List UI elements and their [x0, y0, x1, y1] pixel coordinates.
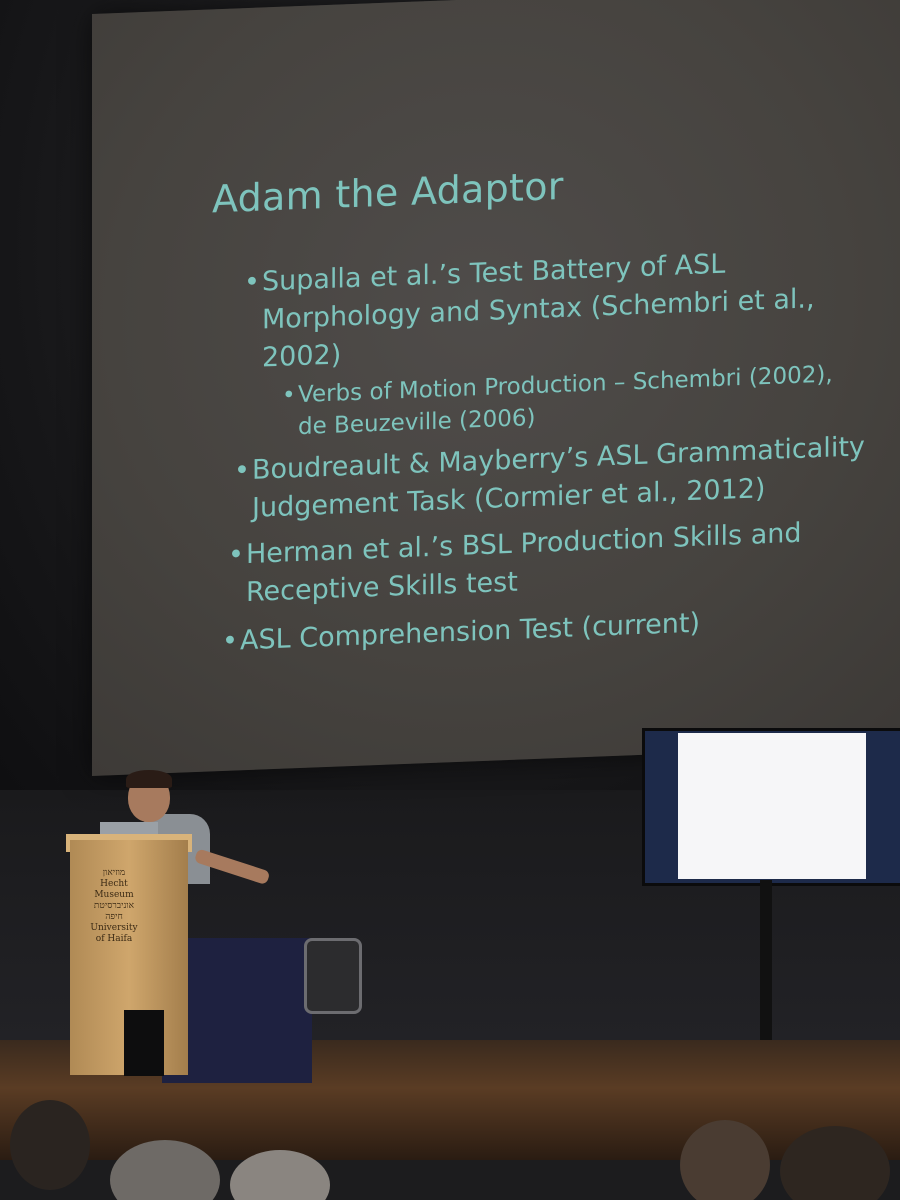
bullet-3-line-1: Herman et al.’s BSL Production Skills an…	[246, 517, 802, 571]
bullet-1-cont-2: 2002)	[262, 336, 341, 377]
sub-bullet-1-line-2: de Beuzeville (2006)	[298, 404, 536, 441]
lectern-logo: מוזיאון Hecht Museum אוניברסיטת חיפה Uni…	[84, 868, 144, 945]
sub-bullet-dot: •	[282, 382, 296, 409]
bullet-4: •ASL Comprehension Test (current)	[222, 605, 700, 661]
audience	[0, 1090, 900, 1200]
bullet-dot: •	[244, 266, 260, 299]
logo-line-4: University	[90, 923, 138, 933]
audience-head	[110, 1140, 220, 1200]
floor-speaker	[124, 1010, 164, 1076]
monitor-stand	[760, 880, 772, 1040]
sub-bullet-1-line-1: Verbs of Motion Production – Schembri (2…	[298, 361, 833, 409]
bullet-4-line-1: ASL Comprehension Test (current)	[240, 607, 701, 657]
projection-screen: Adam the Adaptor •Supalla et al.’s Test …	[92, 0, 900, 776]
slide-title: Adam the Adaptor	[212, 163, 564, 222]
audience-head	[680, 1120, 770, 1200]
logo-line-2: Hecht Museum	[94, 879, 134, 900]
bullet-dot: •	[228, 539, 244, 571]
sub-bullet-1: • Verbs of Motion Production – Schembri (…	[282, 358, 833, 413]
audience-head	[230, 1150, 330, 1200]
audience-head	[10, 1100, 90, 1190]
bullet-dot: •	[222, 625, 238, 658]
bullet-dot: •	[234, 454, 250, 487]
monitor-display	[678, 733, 866, 879]
logo-line-3: אוניברסיטת חיפה	[93, 901, 135, 922]
bullet-3-line-2: Receptive Skills test	[246, 566, 518, 609]
bullet-1-line-3: 2002)	[262, 339, 342, 374]
logo-line-1: מוזיאון	[102, 868, 126, 878]
logo-line-5: of Haifa	[95, 934, 133, 944]
speaker-hair	[126, 770, 172, 788]
audience-head	[780, 1126, 890, 1200]
chair	[304, 938, 362, 1014]
side-monitor	[642, 728, 900, 886]
